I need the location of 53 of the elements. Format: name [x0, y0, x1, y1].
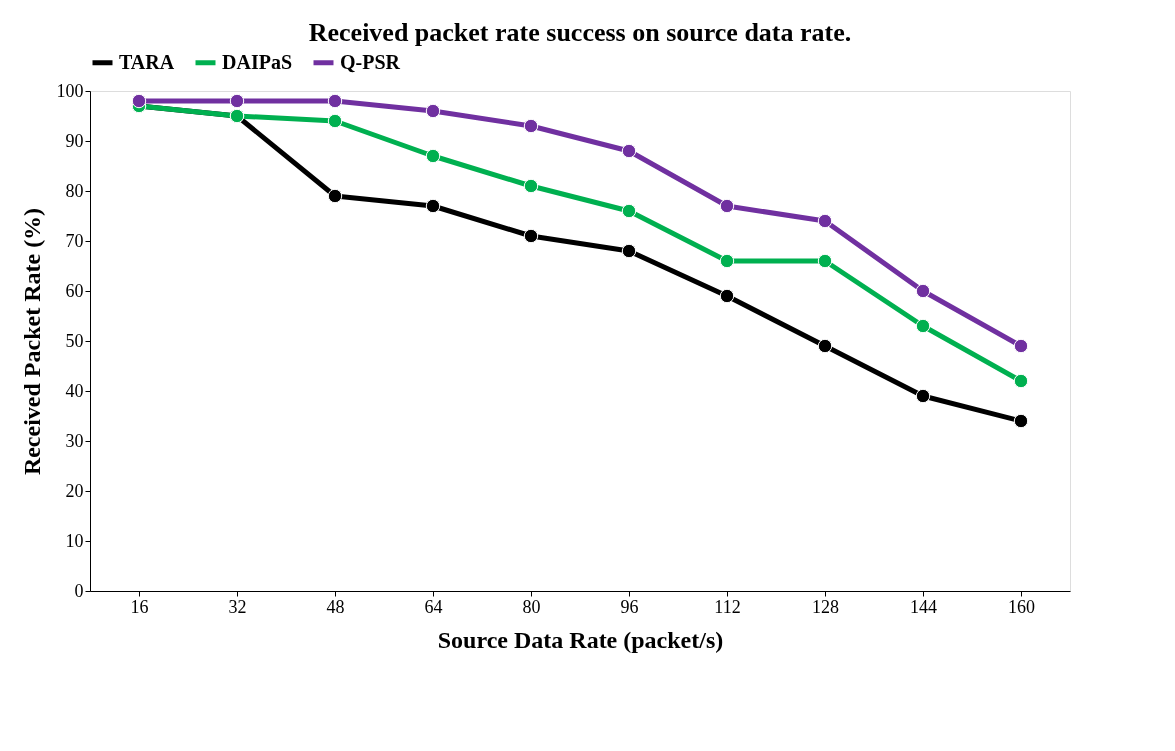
y-tick-label: 60 — [65, 280, 84, 301]
x-tick-label: 48 — [326, 596, 345, 617]
point — [523, 118, 539, 134]
point — [719, 253, 735, 269]
point — [425, 103, 441, 119]
y-tick-label: 30 — [65, 430, 84, 451]
y-tick-label: 70 — [65, 230, 84, 251]
point — [1013, 413, 1029, 429]
point — [817, 338, 833, 354]
y-tick-label: 40 — [65, 380, 84, 401]
point — [1013, 373, 1029, 389]
point — [425, 148, 441, 164]
point — [425, 198, 441, 214]
x-axis-title: Source Data Rate (packet/s) — [437, 626, 724, 653]
legend-label: TARA — [119, 50, 175, 73]
y-tick-label: 50 — [65, 330, 84, 351]
x-tick-label: 112 — [714, 596, 741, 617]
y-axis-title: Received Packet Rate (%) — [18, 207, 45, 476]
point — [915, 388, 931, 404]
x-tick-label: 16 — [130, 596, 149, 617]
point — [621, 243, 637, 259]
point — [915, 283, 931, 299]
chart-title: Received packet rate success on source data rate. — [308, 18, 852, 47]
point — [327, 93, 343, 109]
point — [229, 93, 245, 109]
y-tick-label: 80 — [65, 180, 84, 201]
point — [523, 228, 539, 244]
point — [817, 253, 833, 269]
point — [915, 318, 931, 334]
point — [327, 188, 343, 204]
point — [327, 113, 343, 129]
y-tick-label: 10 — [65, 530, 84, 551]
legend-label: Q-PSR — [340, 50, 401, 73]
x-tick-label: 128 — [812, 596, 839, 617]
point — [621, 143, 637, 159]
x-tick-label: 96 — [620, 596, 639, 617]
y-tick-label: 90 — [65, 130, 84, 151]
point — [621, 203, 637, 219]
point — [131, 93, 147, 109]
point — [523, 178, 539, 194]
y-tick-label: 20 — [65, 480, 84, 501]
x-tick-label: 80 — [522, 596, 541, 617]
x-tick-label: 160 — [1008, 596, 1035, 617]
y-tick-label: 0 — [74, 580, 84, 601]
point — [817, 213, 833, 229]
point — [1013, 338, 1029, 354]
x-tick-label: 32 — [228, 596, 247, 617]
y-tick-label: 100 — [56, 80, 84, 101]
point — [719, 198, 735, 214]
x-tick-label: 144 — [910, 596, 937, 617]
x-tick-label: 64 — [424, 596, 443, 617]
point — [719, 288, 735, 304]
legend-label: DAIPaS — [222, 50, 293, 73]
